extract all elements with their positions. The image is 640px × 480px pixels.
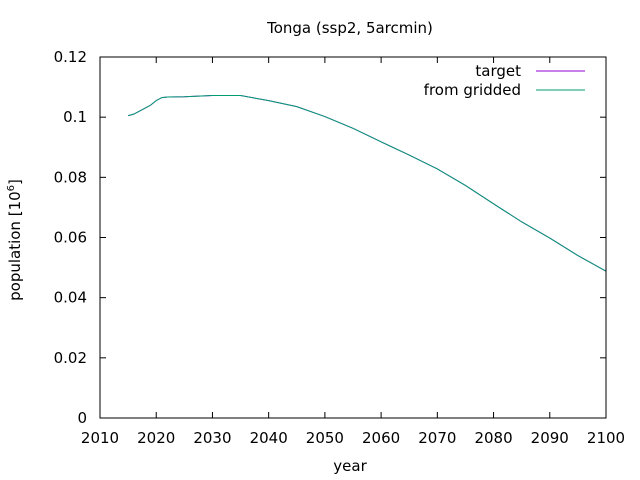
- x-tick-label: 2020: [137, 429, 175, 447]
- x-tick-label: 2100: [587, 429, 625, 447]
- x-tick-label: 2040: [250, 429, 288, 447]
- chart-title: Tonga (ssp2, 5arcmin): [266, 19, 433, 37]
- legend-label-0: target: [475, 62, 521, 80]
- x-tick-label: 2070: [418, 429, 456, 447]
- y-axis-label-text: population [10: [6, 191, 24, 301]
- y-tick-label: 0.08: [54, 168, 87, 186]
- x-tick-label: 2030: [193, 429, 231, 447]
- x-tick-label: 2010: [81, 429, 119, 447]
- x-tick-label: 2050: [306, 429, 344, 447]
- x-axis-label: year: [333, 457, 367, 475]
- series-line-0: [127, 95, 607, 272]
- y-tick-label: 0.02: [54, 349, 87, 367]
- legend-label-1: from gridded: [424, 81, 521, 99]
- x-tick-label: 2090: [531, 429, 569, 447]
- y-tick-label: 0.1: [63, 108, 87, 126]
- y-tick-label: 0.06: [54, 229, 87, 247]
- y-tick-label: 0.12: [54, 48, 87, 66]
- y-axis-label: population [106]: [6, 179, 24, 301]
- series-line-1: [127, 95, 607, 272]
- x-tick-label: 2080: [474, 429, 512, 447]
- plot-lines: [127, 95, 607, 272]
- y-tick-label: 0: [77, 409, 87, 427]
- y-axis-label-exponent: 6: [6, 185, 17, 191]
- axis-ticks: [99, 56, 607, 419]
- tick-labels: 2010 2020 2030 2040 2050 2060 2070 2080 2090 2100…: [54, 48, 626, 447]
- y-axis-label-close: ]: [6, 179, 24, 185]
- plot-frame: [99, 56, 607, 419]
- x-tick-label: 2060: [362, 429, 400, 447]
- y-tick-label: 0.04: [54, 289, 87, 307]
